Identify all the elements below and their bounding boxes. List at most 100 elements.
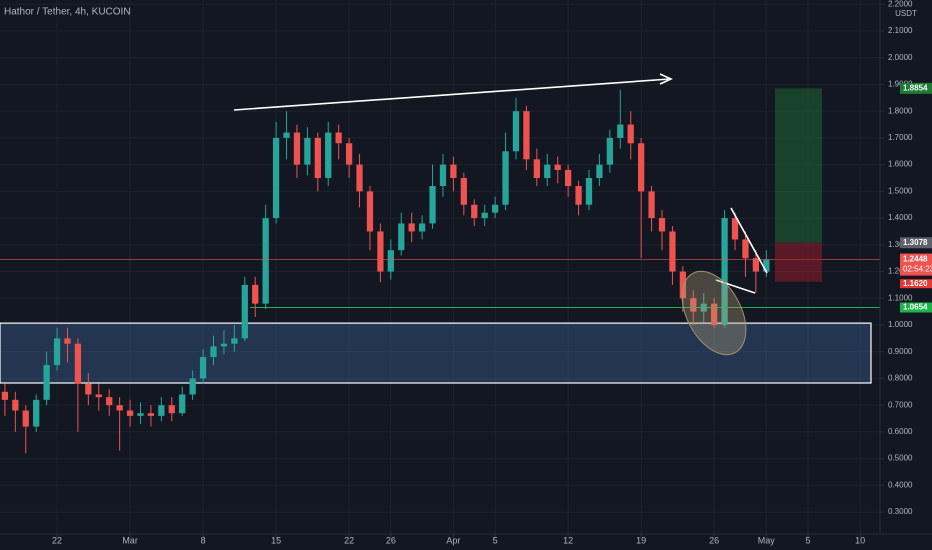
- candle-body: [658, 218, 666, 232]
- candle-body: [95, 394, 102, 398]
- candle-body: [241, 284, 248, 339]
- candle-body: [22, 410, 29, 427]
- candle-body: [606, 137, 613, 165]
- candle-body: [106, 397, 113, 406]
- candle-body: [43, 365, 50, 400]
- candle-body: [85, 383, 92, 395]
- candle-body: [116, 405, 123, 411]
- candle-body: [731, 218, 739, 240]
- candle-body: [617, 124, 624, 138]
- y-tick-label: 1.6000: [888, 160, 913, 169]
- x-tick-label: 10: [855, 535, 865, 545]
- candle-body: [585, 178, 593, 205]
- price-label: 1.3078: [903, 238, 928, 247]
- candle-body: [231, 338, 238, 344]
- candle-body: [669, 231, 676, 272]
- candle-body: [387, 250, 394, 272]
- candle-body: [179, 394, 186, 414]
- candle-body: [1, 391, 9, 400]
- candle-body: [74, 343, 82, 384]
- y-tick-label: 1.5000: [888, 186, 913, 195]
- drawings: [233, 73, 768, 356]
- candle-body: [345, 143, 353, 165]
- candle-body: [168, 405, 175, 414]
- candle-body: [335, 132, 342, 144]
- wedge-top: [730, 207, 768, 274]
- x-tick-label: 15: [271, 535, 281, 545]
- y-tick-label: 2.2000: [888, 0, 913, 8]
- candle-body: [126, 410, 134, 416]
- y-tick-label: 1.8000: [888, 106, 913, 115]
- price-label-box: [900, 302, 932, 313]
- y-tick-label: 0.5000: [888, 454, 913, 463]
- candle-body: [53, 338, 61, 366]
- y-tick-label: 1.0000: [888, 320, 913, 329]
- y-tick-label: 2.1000: [888, 26, 913, 35]
- x-tick-label: Apr: [446, 535, 460, 545]
- candle-body: [533, 159, 540, 178]
- overlays: [0, 88, 880, 309]
- candle-body: [439, 164, 447, 187]
- x-tick-label: 8: [201, 535, 206, 545]
- x-tick-label: 26: [386, 535, 396, 545]
- candle-body: [398, 223, 405, 251]
- candle-body: [356, 164, 363, 192]
- candle-body: [471, 204, 478, 219]
- x-tick-label: 19: [636, 535, 646, 545]
- price-label: 1.1620: [903, 279, 928, 288]
- countdown: 02:54:23: [903, 265, 932, 274]
- price-label-box: [900, 82, 932, 94]
- candle-body: [679, 271, 686, 299]
- y-tick-label: 0.8000: [888, 374, 913, 383]
- candle-body: [293, 132, 301, 165]
- price-label: 1.0654: [903, 303, 928, 312]
- y-tick-label: 0.6000: [888, 427, 913, 436]
- candle-body: [252, 284, 259, 304]
- target-zone: [775, 88, 822, 243]
- axis-labels: 0.3000 0.4000 0.5000 0.6000 0.7000 0.8000 0.90…: [52, 0, 932, 545]
- candle-body: [763, 259, 770, 272]
- x-tick-label: 22: [344, 535, 354, 545]
- candle-body: [262, 218, 269, 304]
- candle-body: [627, 124, 634, 144]
- candles: [1, 89, 770, 454]
- trendline: [233, 78, 671, 111]
- wedge-bottom: [715, 279, 756, 294]
- candle-body: [752, 258, 760, 272]
- candle-body: [460, 178, 467, 205]
- candle-body: [314, 137, 321, 178]
- candle-body: [721, 218, 728, 325]
- y-tick-label: 0.4000: [888, 480, 913, 489]
- candle-body: [523, 111, 530, 160]
- candle-body: [12, 399, 19, 411]
- y-tick-label: 2.0000: [888, 53, 913, 62]
- candle-body: [272, 137, 280, 219]
- y-tick-label: 1.7000: [888, 133, 913, 142]
- grid: [0, 0, 880, 534]
- candle-body: [544, 164, 551, 178]
- candle-body: [742, 239, 749, 259]
- x-tick-label: 26: [709, 535, 719, 545]
- candle-body: [481, 212, 488, 219]
- support-zone: [0, 322, 872, 384]
- candle-body: [283, 132, 290, 138]
- candle-body: [711, 303, 718, 325]
- price-label: 1.8854: [903, 83, 928, 92]
- candle-body: [33, 399, 40, 427]
- last-price-box: [900, 253, 932, 276]
- candle-body: [304, 137, 311, 165]
- unit-label: USDT: [895, 9, 917, 18]
- candle-body: [189, 378, 196, 395]
- price-label: 1.2448: [903, 255, 928, 264]
- highlight-ellipse: [681, 270, 747, 356]
- candle-body: [512, 111, 520, 152]
- candle-body: [64, 338, 71, 344]
- candle-body: [199, 357, 207, 379]
- candle-body: [450, 164, 457, 178]
- candle-body: [325, 132, 332, 178]
- candle-body: [210, 346, 217, 358]
- candle-body: [366, 191, 374, 232]
- y-tick-label: 1.1000: [888, 293, 913, 302]
- candle-body: [638, 143, 645, 192]
